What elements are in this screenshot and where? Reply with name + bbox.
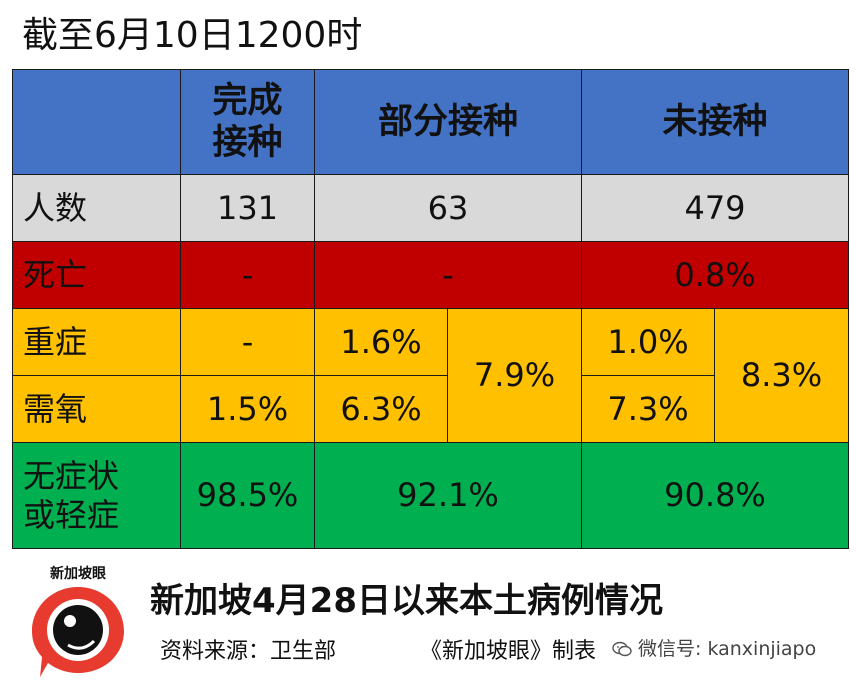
row-oxygen: 需氧 1.5% 6.3% 7.3% bbox=[12, 375, 849, 443]
page-title: 截至6月10日1200时 bbox=[22, 15, 363, 56]
cell-count-none: 479 bbox=[581, 174, 849, 242]
wechat-id-text: 微信号: kanxinjiapo bbox=[638, 638, 817, 660]
cell-death-partial: - bbox=[314, 241, 582, 309]
row-label-death: 死亡 bbox=[12, 241, 181, 309]
cell-death-none: 0.8% bbox=[581, 241, 849, 309]
logo-eye-icon bbox=[32, 587, 124, 677]
row-mild: 无症状 或轻症 98.5% 92.1% 90.8% bbox=[12, 442, 849, 549]
cell-severe-full: - bbox=[180, 308, 315, 376]
cell-death-full: - bbox=[180, 241, 315, 309]
header-fully-vaccinated: 完成 接种 bbox=[180, 69, 315, 175]
header-unvaccinated: 未接种 bbox=[581, 69, 849, 175]
row-label-mild: 无症状 或轻症 bbox=[12, 442, 181, 549]
row-death: 死亡 - - 0.8% bbox=[12, 241, 849, 309]
header-corner-cell bbox=[12, 69, 181, 175]
data-source: 资料来源：卫生部 bbox=[160, 639, 337, 664]
cell-count-partial: 63 bbox=[314, 174, 582, 242]
wechat-icon bbox=[612, 641, 632, 657]
cell-mild-none: 90.8% bbox=[581, 442, 849, 549]
row-label-count: 人数 bbox=[12, 174, 181, 242]
footer: 新加坡眼 新加坡4月28日以来本土病例情况 资料来源：卫生部 《新加坡眼》制表 … bbox=[0, 555, 863, 685]
cell-oxygen-partial: 6.3% bbox=[314, 375, 448, 443]
vaccination-stats-table: 完成 接种 部分接种 未接种 人数 131 63 479 死亡 - - 0.8%… bbox=[12, 69, 849, 549]
cell-merged-none: 8.3% bbox=[714, 308, 849, 443]
cell-count-full: 131 bbox=[180, 174, 315, 242]
table-credit: 《新加坡眼》制表 bbox=[420, 639, 597, 664]
cell-oxygen-none: 7.3% bbox=[581, 375, 715, 443]
row-label-oxygen: 需氧 bbox=[12, 375, 181, 443]
row-count: 人数 131 63 479 bbox=[12, 174, 849, 242]
cell-severe-none: 1.0% bbox=[581, 308, 715, 376]
cell-merged-partial: 7.9% bbox=[447, 308, 582, 443]
header-partially-vaccinated: 部分接种 bbox=[314, 69, 582, 175]
logo: 新加坡眼 bbox=[14, 563, 142, 681]
cell-mild-full: 98.5% bbox=[180, 442, 315, 549]
cell-oxygen-full: 1.5% bbox=[180, 375, 315, 443]
wechat-id: 微信号: kanxinjiapo bbox=[612, 634, 816, 661]
table-header-row: 完成 接种 部分接种 未接种 bbox=[12, 69, 849, 175]
cell-severe-partial: 1.6% bbox=[314, 308, 448, 376]
logo-text: 新加坡眼 bbox=[50, 566, 106, 582]
row-label-severe: 重症 bbox=[12, 308, 181, 376]
table-caption: 新加坡4月28日以来本土病例情况 bbox=[150, 581, 663, 621]
row-severe: 重症 - 1.6% 7.9% 1.0% 8.3% bbox=[12, 308, 849, 443]
cell-mild-partial: 92.1% bbox=[314, 442, 582, 549]
